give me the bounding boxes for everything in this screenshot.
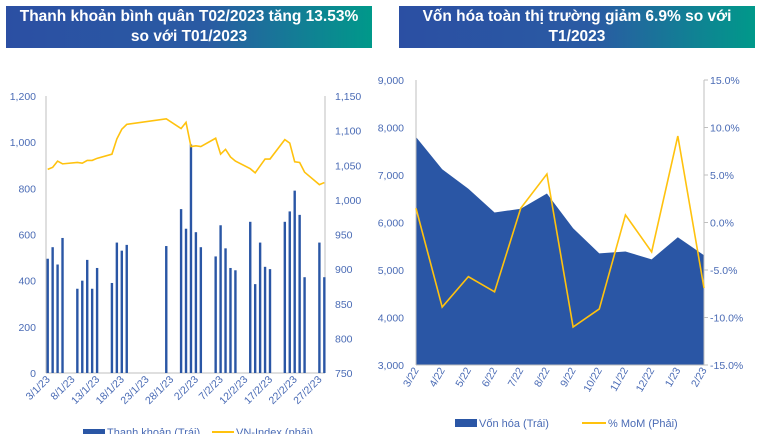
y-right-tick: 15.0%	[710, 75, 740, 87]
liquidity-bar	[229, 267, 232, 373]
y-left-tick: 4,000	[378, 313, 404, 325]
y-left-tick: 0	[30, 368, 36, 380]
liquidity-bar	[224, 248, 227, 373]
liquidity-bar	[258, 242, 262, 373]
x-tick: 11/22	[608, 365, 631, 393]
liquidity-bar	[318, 242, 321, 373]
legend-area-swatch	[455, 419, 477, 427]
y-right-tick: 1,150	[335, 91, 361, 103]
liquidity-bar	[56, 264, 59, 373]
legend-liquidity: Thanh khoản (Trái)	[107, 427, 200, 434]
x-tick: 1/23	[663, 365, 684, 389]
y-right-tick: 5.0%	[710, 170, 734, 182]
y-right-tick: 900	[335, 264, 353, 276]
legend-bar-swatch	[83, 429, 105, 434]
x-tick: 27/2/23	[291, 374, 324, 407]
y-left-tick: 800	[18, 183, 36, 195]
x-tick: 8/22	[532, 365, 553, 389]
liquidity-bar	[179, 209, 183, 373]
liquidity-bar	[81, 280, 84, 373]
y-right-tick: 750	[335, 368, 353, 380]
y-left-tick: 6,000	[378, 218, 404, 230]
x-tick: 3/1/23	[24, 374, 53, 403]
legend-vnindex: VN-Index (phải)	[236, 427, 313, 434]
x-tick: 3/22	[401, 365, 422, 389]
liquidity-bar	[288, 211, 291, 373]
liquidity-bar	[120, 250, 123, 373]
y-left-tick: 200	[18, 322, 36, 334]
y-left-tick: 1,200	[10, 91, 36, 103]
liquidity-bar	[95, 267, 99, 373]
y-right-tick: -15.0%	[710, 360, 743, 372]
mom-line	[415, 135, 705, 329]
liquidity-bar	[263, 266, 267, 373]
liquidity-bar	[268, 269, 272, 373]
x-tick: 28/1/23	[143, 374, 176, 407]
x-tick: 12/22	[634, 365, 658, 394]
y-left-tick: 400	[18, 276, 36, 288]
liquidity-bar	[293, 190, 296, 373]
y-left-tick: 1,000	[10, 137, 36, 149]
y-left-tick: 8,000	[378, 123, 404, 135]
liquidity-bar	[115, 242, 119, 373]
legend-mom: % MoM (Phải)	[608, 418, 678, 430]
liquidity-bar	[214, 256, 217, 373]
liquidity-bar	[189, 144, 193, 373]
y-right-tick: 10.0%	[710, 123, 740, 135]
liquidity-bar	[76, 288, 79, 373]
y-left-tick: 5,000	[378, 265, 404, 277]
liquidity-bar	[184, 228, 188, 373]
y-right-tick: 950	[335, 230, 353, 242]
liquidity-bar	[165, 246, 168, 373]
x-tick: 10/22	[581, 365, 605, 394]
y-left-tick: 3,000	[378, 360, 404, 372]
liquidity-bar	[199, 247, 203, 373]
liquidity-bar	[234, 270, 237, 373]
liquidity-bar	[283, 221, 287, 373]
x-tick: 9/22	[558, 365, 579, 389]
x-tick: 2/2/23	[172, 374, 201, 403]
liquidity-bar	[303, 277, 306, 373]
x-tick: 4/22	[427, 365, 448, 389]
y-right-tick: 850	[335, 299, 353, 311]
y-left-tick: 9,000	[378, 75, 404, 87]
chart2-title: Vốn hóa toàn thị trường giảm 6.9% so với…	[399, 6, 755, 48]
liquidity-bar	[253, 284, 257, 373]
liquidity-bar	[110, 282, 114, 373]
liquidity-bar	[298, 214, 301, 373]
liquidity-bar	[323, 277, 326, 373]
y-right-tick: -5.0%	[710, 265, 737, 277]
y-right-tick: 800	[335, 333, 353, 345]
vnindex-line	[47, 118, 325, 186]
y-left-tick: 7,000	[378, 170, 404, 182]
liquidity-bar	[249, 221, 252, 373]
chart1-title: Thanh khoản bình quân T02/2023 tăng 13.5…	[6, 6, 372, 48]
x-tick: 7/22	[506, 365, 527, 389]
liquidity-bar	[125, 244, 128, 373]
x-tick: 6/22	[480, 365, 501, 389]
liquidity-bar	[46, 258, 49, 373]
y-right-tick: 0.0%	[710, 218, 734, 230]
liquidity-bar	[194, 232, 198, 373]
y-right-tick: 1,000	[335, 195, 361, 207]
y-right-tick: -10.0%	[710, 313, 743, 325]
liquidity-bar	[90, 288, 94, 373]
liquidity-bar	[51, 247, 54, 373]
liquidity-bar	[86, 259, 89, 373]
x-tick: 2/23	[689, 365, 710, 389]
x-tick: 5/22	[453, 365, 474, 389]
y-left-tick: 600	[18, 230, 36, 242]
liquidity-bar	[219, 225, 222, 373]
liquidity-bar	[61, 237, 64, 373]
y-right-tick: 1,100	[335, 126, 361, 138]
y-right-tick: 1,050	[335, 160, 361, 172]
legend-market-cap: Vốn hóa (Trái)	[479, 418, 549, 430]
